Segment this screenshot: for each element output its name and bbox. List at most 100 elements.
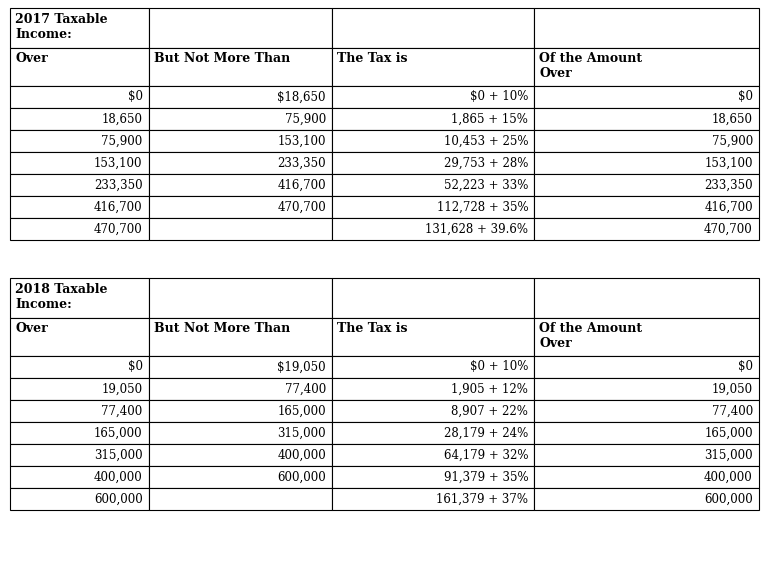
Text: 18,650: 18,650	[712, 113, 753, 125]
Text: 10,453 + 25%: 10,453 + 25%	[444, 135, 528, 148]
Bar	[535, 8, 759, 48]
Text: 161,379 + 37%: 161,379 + 37%	[436, 492, 528, 506]
Bar	[535, 196, 759, 218]
Text: Over: Over	[15, 52, 48, 65]
Text: 1,865 + 15%: 1,865 + 15%	[452, 113, 528, 125]
Text: 233,350: 233,350	[277, 156, 326, 169]
Text: 600,000: 600,000	[94, 492, 143, 506]
Text: But Not More Than: But Not More Than	[154, 322, 290, 335]
Text: $18,650: $18,650	[277, 90, 326, 104]
Text: 19,050: 19,050	[712, 383, 753, 396]
Text: 165,000: 165,000	[277, 404, 326, 417]
Text: 416,700: 416,700	[277, 179, 326, 192]
Text: 470,700: 470,700	[277, 200, 326, 213]
Text: But Not More Than: But Not More Than	[154, 52, 290, 65]
Bar	[10, 130, 148, 152]
Text: 153,100: 153,100	[277, 135, 326, 148]
Bar	[332, 86, 535, 108]
Bar	[535, 48, 759, 86]
Bar	[10, 48, 148, 86]
Bar	[10, 86, 148, 108]
Bar	[332, 444, 535, 466]
Bar	[332, 422, 535, 444]
Bar	[10, 378, 148, 400]
Bar	[535, 444, 759, 466]
Text: 600,000: 600,000	[277, 471, 326, 483]
Text: 91,379 + 35%: 91,379 + 35%	[444, 471, 528, 483]
Bar	[148, 174, 332, 196]
Text: 112,728 + 35%: 112,728 + 35%	[436, 200, 528, 213]
Bar	[535, 86, 759, 108]
Bar	[535, 378, 759, 400]
Text: 315,000: 315,000	[94, 448, 143, 462]
Bar	[148, 8, 332, 48]
Bar	[10, 444, 148, 466]
Bar	[148, 278, 332, 318]
Text: 64,179 + 32%: 64,179 + 32%	[444, 448, 528, 462]
Text: 52,223 + 33%: 52,223 + 33%	[444, 179, 528, 192]
Bar	[535, 422, 759, 444]
Text: $0: $0	[738, 360, 753, 373]
Bar	[10, 152, 148, 174]
Bar	[535, 318, 759, 356]
Bar	[148, 378, 332, 400]
Bar	[148, 488, 332, 510]
Bar	[148, 466, 332, 488]
Bar	[148, 152, 332, 174]
Bar	[332, 174, 535, 196]
Text: The Tax is: The Tax is	[337, 322, 408, 335]
Bar	[332, 466, 535, 488]
Text: 165,000: 165,000	[704, 427, 753, 440]
Text: 19,050: 19,050	[101, 383, 143, 396]
Bar	[535, 130, 759, 152]
Bar	[148, 108, 332, 130]
Text: $0 + 10%: $0 + 10%	[470, 360, 528, 373]
Bar	[332, 278, 535, 318]
Bar	[535, 218, 759, 240]
Bar	[332, 48, 535, 86]
Bar	[148, 444, 332, 466]
Bar	[332, 108, 535, 130]
Bar	[332, 400, 535, 422]
Bar	[332, 356, 535, 378]
Bar	[10, 196, 148, 218]
Bar	[332, 196, 535, 218]
Text: 416,700: 416,700	[704, 200, 753, 213]
Text: 77,400: 77,400	[285, 383, 326, 396]
Bar	[332, 488, 535, 510]
Text: $0 + 10%: $0 + 10%	[470, 90, 528, 104]
Text: 400,000: 400,000	[94, 471, 143, 483]
Text: 470,700: 470,700	[704, 223, 753, 236]
Bar	[148, 218, 332, 240]
Text: 28,179 + 24%: 28,179 + 24%	[444, 427, 528, 440]
Bar	[535, 356, 759, 378]
Bar	[332, 378, 535, 400]
Text: 1,905 + 12%: 1,905 + 12%	[452, 383, 528, 396]
Bar	[535, 488, 759, 510]
Bar	[535, 108, 759, 130]
Text: 315,000: 315,000	[277, 427, 326, 440]
Text: $19,050: $19,050	[277, 360, 326, 373]
Text: 75,900: 75,900	[711, 135, 753, 148]
Bar	[148, 130, 332, 152]
Text: $0: $0	[127, 90, 143, 104]
Bar	[10, 488, 148, 510]
Text: Over: Over	[15, 322, 48, 335]
Bar	[535, 278, 759, 318]
Text: 2017 Taxable
Income:: 2017 Taxable Income:	[15, 13, 108, 41]
Bar	[332, 318, 535, 356]
Text: 153,100: 153,100	[704, 156, 753, 169]
Bar	[148, 318, 332, 356]
Bar	[10, 278, 148, 318]
Text: $0: $0	[127, 360, 143, 373]
Bar	[332, 152, 535, 174]
Text: 77,400: 77,400	[711, 404, 753, 417]
Text: 400,000: 400,000	[704, 471, 753, 483]
Bar	[10, 318, 148, 356]
Bar	[148, 86, 332, 108]
Bar	[535, 152, 759, 174]
Bar	[148, 48, 332, 86]
Text: 2018 Taxable
Income:: 2018 Taxable Income:	[15, 283, 108, 311]
Text: 600,000: 600,000	[704, 492, 753, 506]
Bar	[148, 400, 332, 422]
